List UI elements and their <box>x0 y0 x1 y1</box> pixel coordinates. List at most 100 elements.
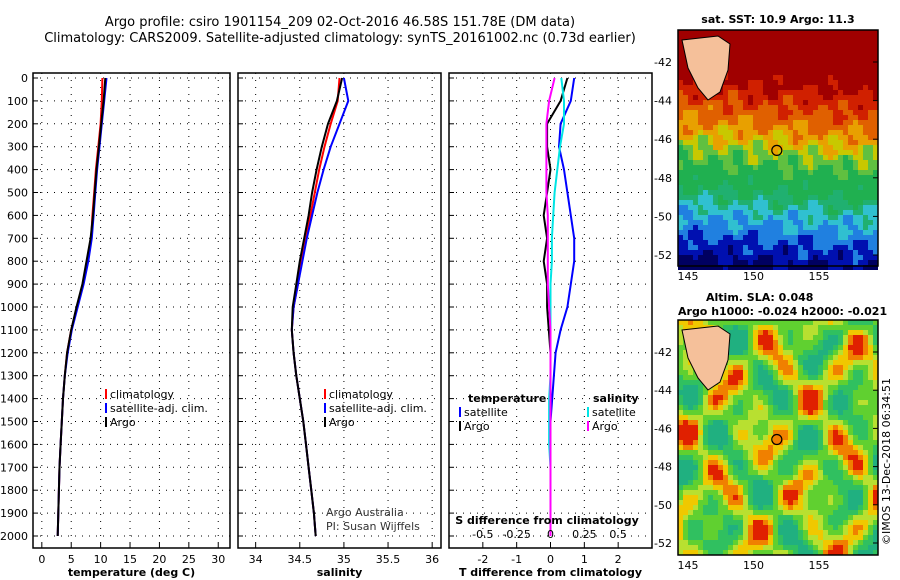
map-cell <box>753 155 758 160</box>
map-cell <box>708 115 713 120</box>
map-cell <box>703 115 708 120</box>
map-cell <box>683 465 688 470</box>
map-cell <box>868 85 873 90</box>
map-cell <box>863 120 868 125</box>
map-cell <box>848 330 853 335</box>
map-cell <box>853 120 858 125</box>
map-cell <box>803 465 808 470</box>
map-cell <box>733 405 738 410</box>
map-cell <box>783 505 788 510</box>
map-cell <box>833 485 838 490</box>
map-cell <box>688 525 693 530</box>
map-cell <box>788 225 793 230</box>
map-cell <box>798 550 803 555</box>
map-cell <box>693 220 698 225</box>
map-cell <box>833 385 838 390</box>
map-cell <box>743 215 748 220</box>
map-cell <box>723 535 728 540</box>
map-cell <box>678 550 683 555</box>
map-cell <box>813 505 818 510</box>
map-cell <box>818 500 823 505</box>
map-cell <box>713 520 718 525</box>
map-cell <box>823 50 828 55</box>
map-cell <box>753 175 758 180</box>
map-cell <box>773 475 778 480</box>
map-cell <box>703 145 708 150</box>
map-cell <box>688 365 693 370</box>
map-cell <box>703 445 708 450</box>
map-cell <box>718 230 723 235</box>
map-cell <box>763 80 768 85</box>
legend-label: climatology <box>329 388 393 401</box>
map-cell <box>833 35 838 40</box>
map-cell <box>693 435 698 440</box>
map-cell <box>788 60 793 65</box>
map-cell <box>753 530 758 535</box>
map-cell <box>798 265 803 270</box>
map-cell <box>828 335 833 340</box>
map-cell <box>703 185 708 190</box>
map-cell <box>873 385 878 390</box>
map-cell <box>683 430 688 435</box>
map-cell <box>828 525 833 530</box>
map-cell <box>678 245 683 250</box>
map-cell <box>858 220 863 225</box>
map-cell <box>823 460 828 465</box>
lat-tick-label: -50 <box>654 210 672 223</box>
map-cell <box>833 220 838 225</box>
map-cell <box>868 425 873 430</box>
map-cell <box>743 250 748 255</box>
map-cell <box>848 530 853 535</box>
map-cell <box>683 175 688 180</box>
map-cell <box>753 145 758 150</box>
map-cell <box>823 35 828 40</box>
map-cell <box>728 225 733 230</box>
map-cell <box>838 140 843 145</box>
legend-label: satellite-adj. clim. <box>329 402 427 415</box>
map-cell <box>813 70 818 75</box>
map-cell <box>793 115 798 120</box>
map-cell <box>778 110 783 115</box>
map-cell <box>813 445 818 450</box>
map-cell <box>813 230 818 235</box>
map-cell <box>868 60 873 65</box>
map-cell <box>808 360 813 365</box>
map-cell <box>703 220 708 225</box>
map-cell <box>678 100 683 105</box>
map-cell <box>778 510 783 515</box>
map-cell <box>768 125 773 130</box>
map-cell <box>788 230 793 235</box>
map-cell <box>778 335 783 340</box>
map-cell <box>748 60 753 65</box>
map-cell <box>723 510 728 515</box>
map-cell <box>848 225 853 230</box>
tasmania-landmass <box>681 35 731 101</box>
map-cell <box>873 210 878 215</box>
map-cell <box>743 525 748 530</box>
map-cell <box>713 30 718 35</box>
map-cell <box>788 85 793 90</box>
map-cell <box>833 320 838 325</box>
map-cell <box>778 150 783 155</box>
map-cell <box>863 530 868 535</box>
map-cell <box>778 400 783 405</box>
map-cell <box>713 235 718 240</box>
map-cell <box>763 65 768 70</box>
map-cell <box>683 130 688 135</box>
map-cell <box>838 90 843 95</box>
map-cell <box>853 150 858 155</box>
map-cell <box>733 465 738 470</box>
map-cell <box>683 70 688 75</box>
map-cell <box>723 380 728 385</box>
map-cell <box>748 455 753 460</box>
map-cell <box>758 320 763 325</box>
map-cell <box>863 190 868 195</box>
map-cell <box>843 485 848 490</box>
map-cell <box>818 75 823 80</box>
map-cell <box>688 485 693 490</box>
map-cell <box>863 90 868 95</box>
map-cell <box>803 75 808 80</box>
map-cell <box>798 175 803 180</box>
map-cell <box>713 550 718 555</box>
map-cell <box>838 120 843 125</box>
